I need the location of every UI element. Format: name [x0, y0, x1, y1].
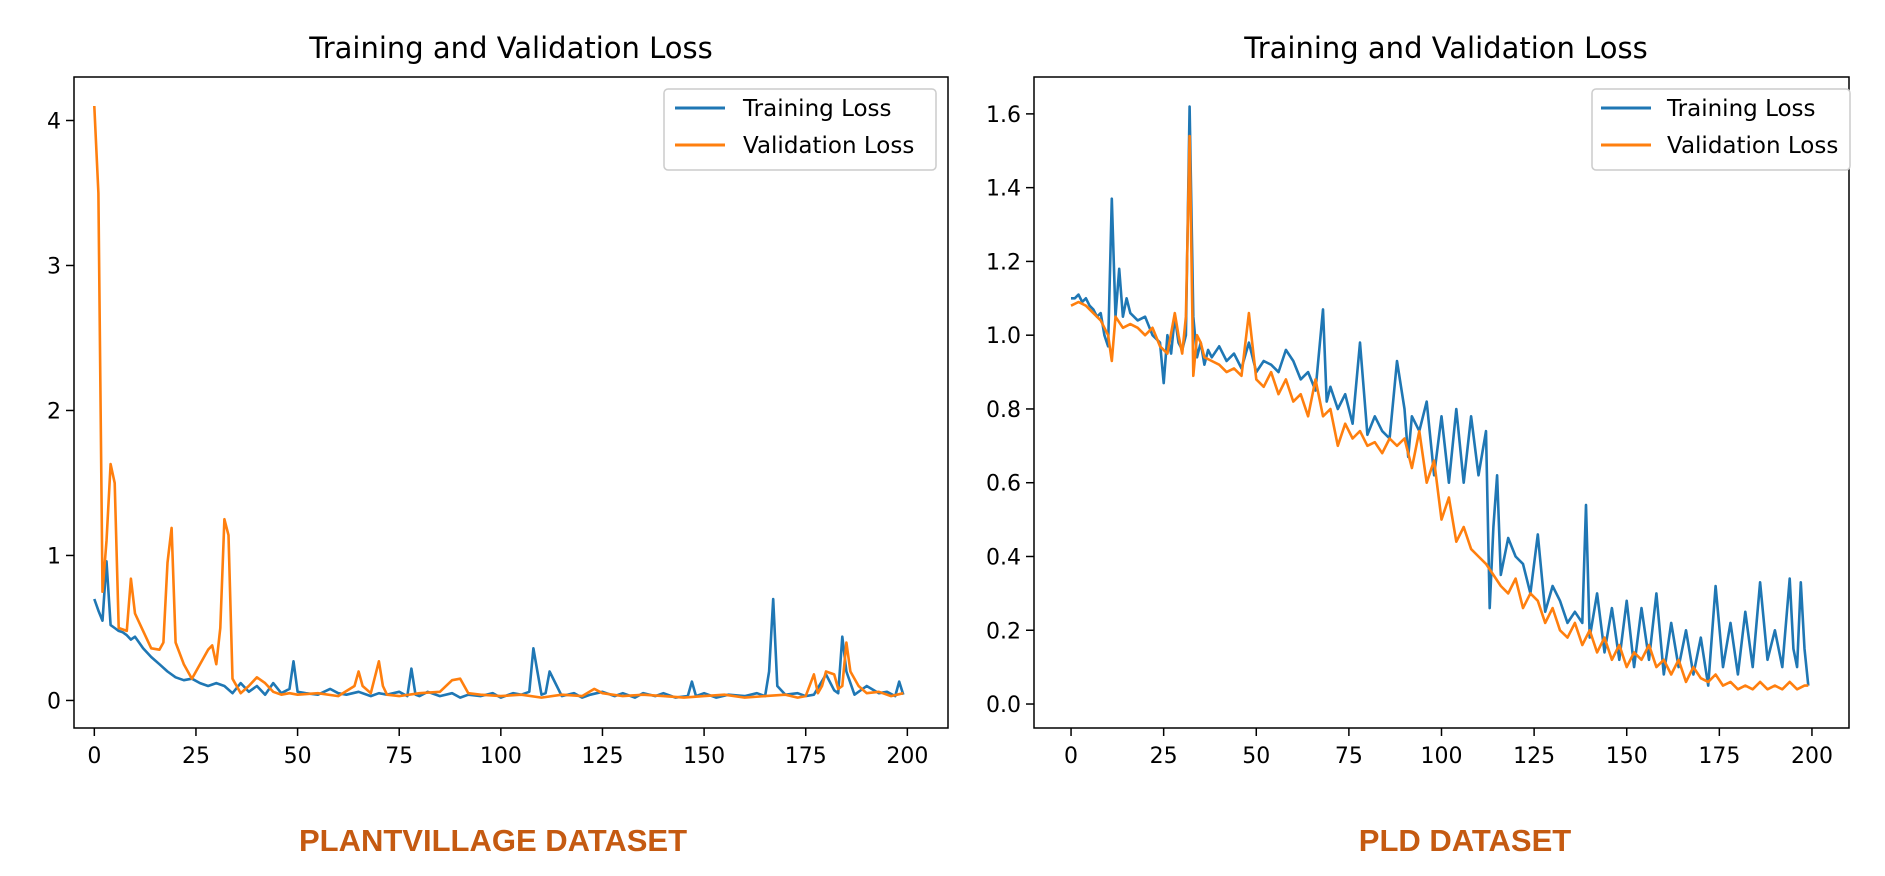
x-tick-label: 150	[1606, 744, 1648, 769]
x-tick-label: 75	[1335, 744, 1363, 769]
x-tick-label: 125	[1513, 744, 1555, 769]
legend-box	[1591, 88, 1851, 171]
x-tick-label: 0	[87, 744, 101, 769]
y-tick-label: 0.6	[986, 472, 1021, 497]
chart-pld: Training and Validation Loss 0 25 50 75 100 1…	[986, 31, 1851, 858]
x-tick-label: 100	[480, 744, 522, 769]
chart-plantvillage: Training and Validation Loss 0 25 50 75 100 1…	[47, 31, 949, 858]
y-tick-label: 1.0	[986, 324, 1021, 349]
legend-box	[663, 88, 937, 171]
x-tick-label: 25	[182, 744, 210, 769]
y-tick-label: 1.4	[986, 177, 1021, 202]
legend-label-validation: Validation Loss	[1667, 133, 1838, 159]
series-lines	[1070, 105, 1810, 691]
y-tick-label: 0.8	[986, 398, 1021, 423]
ticks: 0 25 50 75 100 125 150 175 200 0.0 0.2 0.4 0.6 0.8 1.0…	[986, 103, 1833, 769]
chart-title: Training and Validation Loss	[308, 31, 712, 65]
x-tick-label: 25	[1150, 744, 1178, 769]
dataset-caption: PLANTVILLAGE DATASET	[299, 823, 687, 858]
y-tick-label: 0.4	[986, 545, 1021, 570]
x-tick-label: 100	[1421, 744, 1463, 769]
legend-label-training: Training Loss	[1666, 96, 1816, 122]
x-tick-label: 0	[1064, 744, 1078, 769]
y-tick-label: 0.0	[986, 693, 1021, 718]
y-tick-label: 1.6	[986, 103, 1021, 128]
series-lines	[93, 105, 905, 699]
y-tick-label: 1	[47, 544, 61, 569]
x-tick-label: 75	[385, 744, 413, 769]
legend: Training Loss Validation Loss	[663, 88, 937, 171]
series-line-validation-loss	[93, 105, 904, 699]
plot-frame	[1033, 76, 1850, 729]
y-tick-label: 0.2	[986, 619, 1021, 644]
plot-frame	[73, 76, 949, 729]
x-tick-label: 50	[1242, 744, 1270, 769]
y-tick-label: 4	[47, 109, 61, 134]
series-line-training-loss	[1071, 105, 1810, 687]
x-tick-label: 50	[284, 744, 312, 769]
series-line-validation-loss	[1070, 134, 1809, 691]
legend: Training Loss Validation Loss	[1591, 88, 1851, 171]
x-tick-label: 175	[785, 744, 827, 769]
x-tick-label: 150	[683, 744, 725, 769]
legend-label-validation: Validation Loss	[743, 133, 914, 159]
x-tick-label: 200	[1791, 744, 1833, 769]
ticks: 0 25 50 75 100 125 150 175 200 0 1 2 3 4	[47, 109, 928, 769]
y-tick-label: 3	[47, 254, 61, 279]
x-tick-label: 200	[886, 744, 928, 769]
y-tick-label: 0	[47, 689, 61, 714]
y-tick-label: 1.2	[986, 250, 1021, 275]
legend-label-training: Training Loss	[742, 96, 892, 122]
x-tick-label: 125	[581, 744, 623, 769]
x-tick-label: 175	[1698, 744, 1740, 769]
series-line-training-loss	[93, 559, 905, 699]
y-tick-label: 2	[47, 399, 61, 424]
dataset-caption: PLD DATASET	[1359, 823, 1571, 858]
chart-title: Training and Validation Loss	[1243, 31, 1647, 65]
